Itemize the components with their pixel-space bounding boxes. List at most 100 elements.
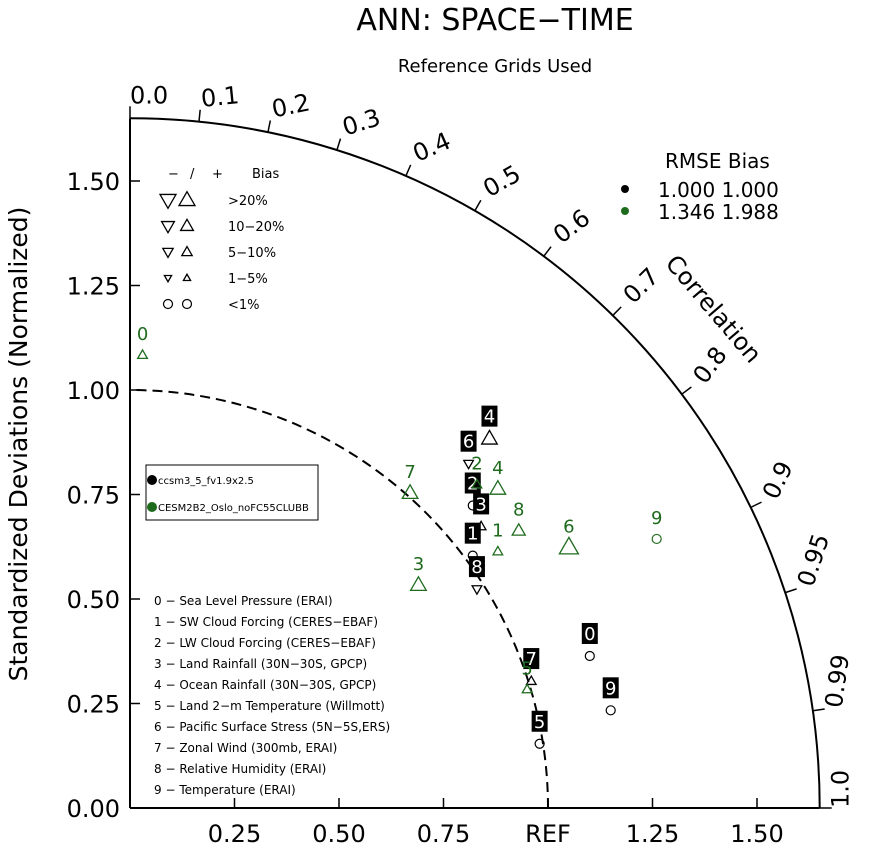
bias-marker — [491, 545, 504, 556]
point-label: 9 — [651, 508, 662, 529]
bias-legend-plus: + — [212, 167, 223, 182]
case-legend-box — [145, 464, 319, 521]
bias-marker — [651, 533, 662, 545]
bias-marker — [558, 536, 580, 555]
point-label: 6 — [563, 516, 574, 537]
reference-arc — [129, 389, 549, 809]
bias-legend-slash: / — [190, 167, 195, 182]
case-legend-label: CESM2B2_Oslo_noFC55CLUBB — [158, 503, 309, 514]
correlation-tick-label: 0.0 — [130, 81, 168, 109]
bias-marker — [534, 738, 545, 749]
point-label: 1 — [467, 524, 478, 545]
point-label-box — [523, 648, 540, 670]
point-label: 3 — [475, 494, 486, 515]
correlation-tick-label: 0.8 — [687, 341, 732, 388]
correlation-tick — [198, 109, 201, 122]
bias-marker — [521, 683, 534, 694]
correlation-tick — [812, 708, 825, 712]
bias-legend-label: 10−20% — [228, 220, 284, 235]
bias-legend-label: <1% — [228, 298, 260, 313]
point-label-box — [473, 493, 490, 515]
y-tick-label: 1.00 — [67, 377, 120, 405]
point-label: 4 — [484, 407, 495, 428]
bias-legend-label: 5−10% — [228, 246, 276, 261]
bias-marker — [488, 479, 507, 495]
point-label: 7 — [526, 649, 537, 670]
bias-legend-label: >20% — [228, 194, 268, 209]
plot-area: 0.000.250.500.751.001.251.500.25 0.50 0.75… — [67, 81, 855, 848]
point-label: 6 — [463, 432, 474, 453]
variable-list-item: 3 − Land Rainfall (30N−30S, GPCP) — [154, 657, 367, 671]
point-label: 3 — [413, 554, 424, 575]
chart-title: ANN: SPACE−TIME — [356, 3, 633, 38]
variable-list-item: 9 − Temperature (ERAI) — [154, 783, 296, 797]
x-tick-label: 1.25 — [626, 820, 679, 848]
correlation-tick — [681, 386, 692, 395]
chart-subtitle: Reference Grids Used — [398, 56, 592, 77]
case-legend-dot — [147, 502, 157, 512]
bias-marker — [525, 674, 538, 686]
bias-legend-minus: − — [168, 167, 179, 182]
variable-list-item: 4 − Ocean Rainfall (30N−30S, GPCP) — [154, 678, 376, 692]
correlation-tick-label: 0.4 — [409, 127, 455, 168]
rmse-legend-header: RMSE Bias — [665, 149, 770, 173]
y-tick-label: 0.50 — [67, 586, 120, 614]
point-label: 5 — [521, 658, 532, 679]
rmse-legend-dot — [621, 185, 629, 193]
x-tick-label: 0.50 — [312, 820, 365, 848]
bias-marker — [401, 483, 419, 500]
bias-legend-circle — [181, 298, 193, 310]
bias-legend-header: Bias — [252, 167, 279, 182]
correlation-tick — [543, 246, 552, 257]
point-label: 5 — [534, 712, 545, 733]
variable-list-item: 1 − SW Cloud Forcing (CERES−EBAF) — [154, 615, 378, 629]
point-label-box — [468, 556, 485, 578]
bias-legend-label: 1−5% — [228, 272, 268, 287]
correlation-tick — [336, 138, 342, 151]
bias-marker — [480, 429, 499, 445]
point-label: 9 — [605, 678, 616, 699]
bias-legend-circle — [162, 298, 174, 310]
bias-legend-down-triangle — [161, 247, 175, 259]
x-tick-label: 1.50 — [730, 820, 783, 848]
correlation-tick-label: 1.0 — [827, 770, 855, 808]
point-label-box — [481, 405, 498, 427]
x-tick-label: REF — [525, 820, 571, 848]
rmse-legend-values: 1.346 1.988 — [658, 200, 779, 224]
correlation-tick — [267, 120, 272, 133]
correlation-tick — [474, 199, 482, 212]
y-tick-label: 1.25 — [67, 273, 120, 301]
correlation-tick — [750, 501, 762, 509]
correlation-tick — [612, 306, 622, 316]
variable-list-item: 0 − Sea Level Pressure (ERAI) — [154, 594, 333, 608]
bias-marker — [462, 459, 475, 471]
bias-legend-down-triangle — [158, 193, 178, 210]
bias-marker — [470, 478, 483, 489]
point-label: 0 — [584, 624, 595, 645]
bias-marker — [409, 575, 428, 591]
point-label-box — [581, 622, 598, 644]
variable-list-item: 2 − LW Cloud Forcing (CERES−EBAF) — [154, 636, 376, 650]
correlation-tick — [784, 588, 797, 594]
bias-marker — [584, 650, 595, 662]
point-label: 7 — [404, 462, 415, 483]
bias-marker — [605, 705, 616, 716]
variable-list-item: 7 − Zonal Wind (300mb, ERAI) — [154, 741, 337, 755]
variable-list-item: 5 − Land 2−m Temperature (Willmott) — [154, 699, 385, 713]
point-label: 2 — [471, 454, 482, 475]
point-label: 0 — [137, 324, 148, 345]
variable-list-item: 8 − Relative Humidity (ERAI) — [154, 762, 326, 776]
bias-legend-up-triangle — [177, 190, 197, 207]
point-label: 2 — [467, 474, 478, 495]
bias-marker — [475, 520, 488, 531]
y-tick-label: 0.75 — [67, 482, 120, 510]
y-tick-label: 0.25 — [67, 691, 120, 719]
point-label-box — [531, 710, 548, 732]
point-label-box — [460, 430, 477, 452]
bias-legend-down-triangle — [160, 220, 176, 234]
y-tick-label: 0.00 — [67, 795, 120, 823]
correlation-tick-label: 0.95 — [792, 530, 835, 590]
bias-legend-up-triangle — [179, 218, 195, 232]
x-tick-label: 0.75 — [417, 820, 470, 848]
